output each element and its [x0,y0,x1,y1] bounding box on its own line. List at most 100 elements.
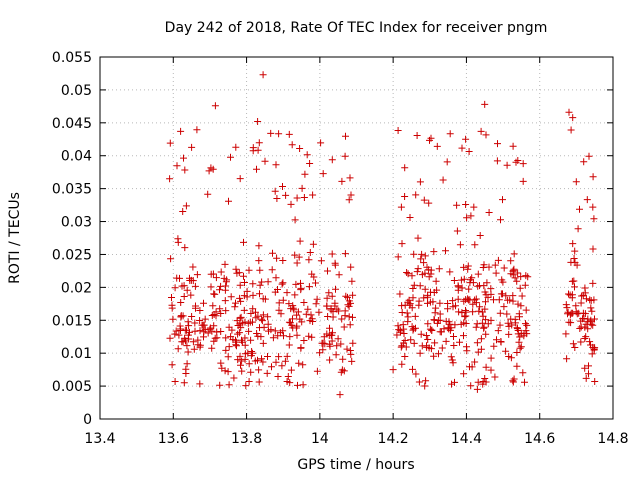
data-point [196,327,204,335]
data-point [494,256,502,264]
data-point [345,196,353,204]
data-point [413,268,421,276]
data-point [416,178,424,186]
data-point [187,291,195,299]
data-point [264,278,272,286]
data-point [191,327,199,335]
data-point [299,361,307,369]
data-point [323,294,331,302]
data-point [302,310,310,318]
data-point [213,334,221,342]
data-point [177,127,185,135]
data-point [581,323,589,331]
data-point [304,305,312,313]
data-point [450,277,458,284]
data-point [344,293,351,301]
data-point [249,147,257,155]
data-point [519,160,527,168]
data-point [303,151,311,159]
data-point [589,321,597,329]
data-point [481,305,489,313]
data-point [297,279,304,287]
data-point [224,368,232,376]
data-point [312,279,319,287]
data-point [309,240,317,248]
data-point [570,255,578,262]
data-point [265,327,272,335]
data-point [240,272,247,280]
data-point [328,250,336,258]
data-point [567,126,575,134]
data-point [417,330,425,338]
data-point [463,343,470,351]
data-point [522,306,530,314]
data-point [279,296,287,304]
data-point [397,343,405,351]
data-point [521,281,529,289]
data-point [343,345,351,353]
data-point [254,118,262,125]
data-point [424,336,432,343]
data-point [236,314,244,322]
data-point [321,340,329,348]
data-point [438,344,446,352]
data-point [503,310,511,318]
data-point [404,270,412,278]
data-point [196,380,204,388]
data-point [247,310,255,317]
data-point [518,292,526,300]
data-point [510,375,518,383]
data-point [345,302,353,310]
data-point [259,311,267,319]
data-point [313,295,321,303]
data-point [269,334,277,342]
data-point [487,290,495,298]
data-point [286,379,294,387]
data-point [315,308,323,316]
data-point [509,142,517,150]
data-point [401,353,409,360]
data-point [339,355,347,363]
data-point [569,114,577,122]
data-point [493,336,500,344]
data-point [306,317,314,325]
data-point [516,333,524,341]
data-point [264,320,272,328]
data-point [398,240,406,248]
data-point [415,378,423,386]
data-point [572,178,580,186]
data-point [212,274,220,282]
data-point [420,196,428,204]
data-point [590,215,598,223]
data-point [297,344,305,352]
data-point [502,292,510,300]
data-point [577,338,585,346]
data-point [505,330,513,338]
data-point [465,148,473,155]
data-point [167,255,175,263]
data-point [207,164,215,172]
data-point [449,303,457,311]
data-point [255,378,263,386]
data-point [253,330,261,337]
data-point [473,320,481,328]
data-point [254,356,261,364]
data-point [234,330,242,338]
data-point [435,265,443,273]
data-point [420,259,428,267]
data-point [346,174,354,182]
data-point [524,273,532,281]
data-point [481,288,489,296]
data-point [183,286,191,294]
data-point [423,263,431,271]
data-point [283,289,291,297]
data-point [310,273,318,281]
data-point [443,158,451,166]
data-point [410,281,418,289]
data-point [208,344,216,352]
data-point [349,339,357,347]
data-point [472,323,480,331]
data-point [498,276,506,284]
data-point [298,318,306,326]
data-point [469,279,477,287]
